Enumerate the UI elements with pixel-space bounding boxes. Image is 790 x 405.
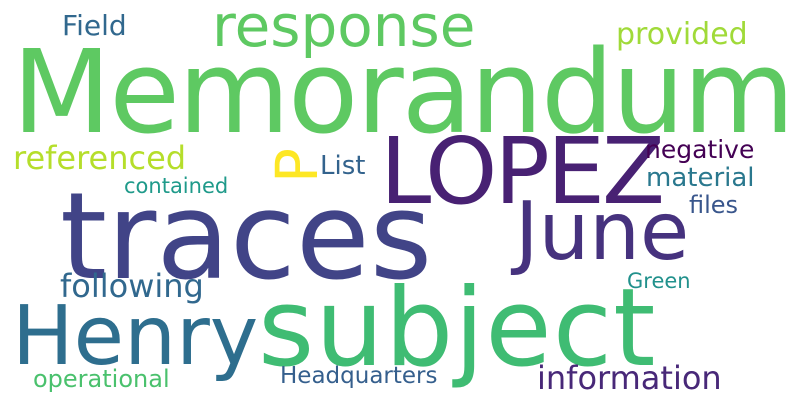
word-memorandum: Memorandum xyxy=(12,26,790,160)
word-p: P xyxy=(263,148,331,183)
word-field: Field xyxy=(62,9,127,42)
word-list: List xyxy=(320,151,366,181)
word-information: information xyxy=(537,359,722,397)
word-response: response xyxy=(212,0,476,60)
word-subject: subject xyxy=(258,266,657,391)
word-following: following xyxy=(60,267,204,305)
word-green: Green xyxy=(627,269,691,293)
word-june: June xyxy=(515,185,690,278)
word-material: material xyxy=(646,163,755,193)
word-headquarters: Headquarters xyxy=(280,363,438,389)
word-contained: contained xyxy=(124,174,229,198)
word-lopez: LOPEZ xyxy=(380,118,665,225)
word-provided: provided xyxy=(616,17,748,52)
word-negative: negative xyxy=(645,135,755,164)
word-referenced: referenced xyxy=(13,139,187,177)
word-traces: traces xyxy=(60,168,433,307)
word-henry: Henry xyxy=(12,289,259,384)
word-files: files xyxy=(689,191,739,219)
word-operational: operational xyxy=(33,365,170,393)
